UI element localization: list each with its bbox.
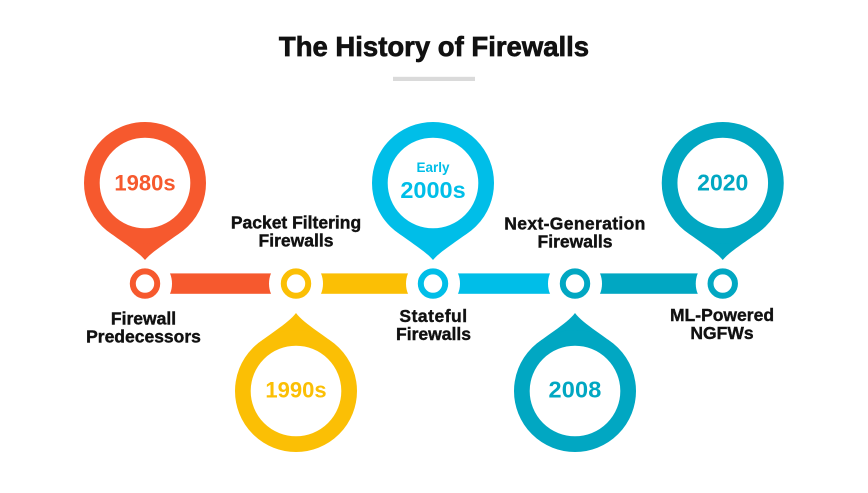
svg-text:1980s: 1980s: [114, 171, 175, 196]
svg-text:Firewalls: Firewalls: [538, 232, 613, 252]
svg-text:2000s: 2000s: [400, 177, 465, 203]
svg-text:Early: Early: [416, 160, 450, 175]
svg-text:ML-Powered: ML-Powered: [670, 305, 774, 325]
svg-text:1990s: 1990s: [265, 378, 326, 403]
svg-text:Packet Filtering: Packet Filtering: [231, 213, 361, 233]
svg-text:NGFWs: NGFWs: [690, 323, 753, 343]
svg-text:Next-Generation: Next-Generation: [504, 214, 645, 234]
svg-text:Firewalls: Firewalls: [396, 324, 471, 344]
svg-text:Firewalls: Firewalls: [259, 231, 334, 251]
svg-text:2008: 2008: [548, 377, 601, 403]
svg-text:Predecessors: Predecessors: [86, 327, 201, 347]
svg-text:2020: 2020: [697, 170, 748, 196]
svg-text:Stateful: Stateful: [399, 306, 467, 326]
svg-text:The History of Firewalls: The History of Firewalls: [279, 31, 589, 62]
svg-text:Firewall: Firewall: [111, 309, 176, 329]
